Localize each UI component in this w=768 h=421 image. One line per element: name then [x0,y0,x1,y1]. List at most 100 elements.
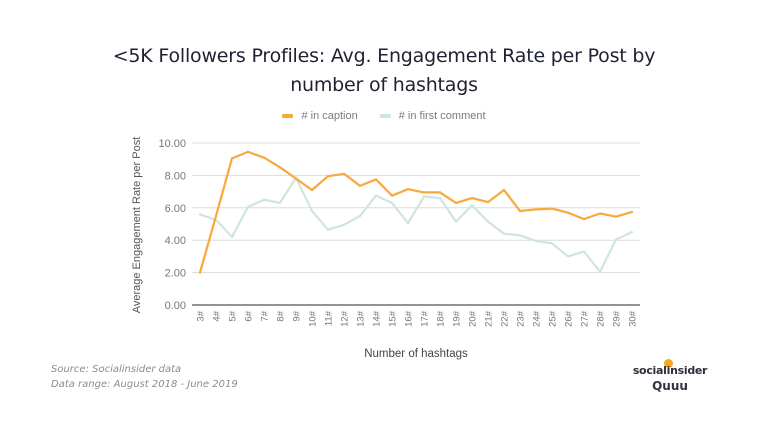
brand-logos: socialinsider Quuu [630,359,710,393]
chart-title: <5K Followers Profiles: Avg. Engagement … [0,42,768,100]
x-tick-label: 29# [612,310,623,327]
y-tick-label: 4.00 [165,235,186,247]
data-point-first-comment [374,194,378,197]
chart-title-line-1: <5K Followers Profiles: Avg. Engagement … [112,45,656,67]
x-tick-label: 17# [420,310,431,327]
y-tick-label: 0.00 [165,300,186,312]
legend-swatch-first-comment [379,114,391,118]
x-tick-label: 7# [260,310,271,321]
data-point-caption [374,178,378,181]
data-point-first-comment [358,214,362,217]
data-point-first-comment [246,205,250,209]
data-point-first-comment [390,201,394,205]
x-tick-label: 14# [372,310,383,327]
x-tick-label: 12# [340,310,351,327]
data-point-caption [406,188,410,191]
data-point-first-comment [566,255,570,258]
x-tick-label: 20# [468,310,479,327]
legend-item-first-comment[interactable]: # in first comment [379,110,486,122]
data-point-caption [342,172,346,175]
x-tick-label: 28# [596,310,607,327]
x-tick-label: 26# [564,310,575,327]
data-point-caption [358,184,362,188]
data-point-first-comment [278,201,282,205]
data-point-caption [214,214,218,217]
x-tick-label: 10# [308,310,319,327]
x-tick-label: 13# [356,310,367,327]
y-tick-label: 6.00 [165,203,186,215]
data-point-first-comment [470,204,474,207]
data-point-caption [454,201,458,205]
x-tick-label: 23# [516,310,527,327]
data-point-caption [262,156,266,159]
data-point-caption [294,177,298,180]
quuu-logo: Quuu [652,379,688,393]
x-tick-label: 16# [404,310,415,327]
x-tick-label: 27# [580,310,591,327]
legend-label-first-comment: # in first comment [398,110,486,122]
data-point-caption [422,191,426,194]
x-tick-label: 5# [228,310,239,321]
data-point-first-comment [486,220,490,223]
y-axis-ticks: 0.00 2.00 4.00 6.00 8.00 10.00 [158,138,186,312]
data-point-first-comment [406,222,410,225]
data-point-first-comment [342,223,346,226]
data-point-caption [550,207,554,210]
x-tick-label: 19# [452,310,463,327]
data-point-first-comment [582,250,586,253]
data-point-first-comment [518,234,522,237]
legend-label-caption: # in caption [301,110,358,122]
data-point-caption [614,215,618,218]
data-point-caption [470,196,474,200]
data-point-caption [534,208,538,211]
data-point-caption [566,211,570,214]
gridlines [192,142,640,306]
data-point-first-comment [630,231,634,234]
series-line-caption [198,150,633,273]
series-lines [198,150,634,274]
chart-title-line-2: number of hashtags [290,74,478,96]
data-point-first-comment [502,232,506,235]
data-point-caption [582,218,586,221]
series-line-first-comment [199,176,633,273]
legend-swatch-caption [282,114,294,118]
x-tick-label: 3# [196,310,207,321]
data-point-first-comment [550,242,554,245]
data-point-first-comment [310,209,314,213]
x-tick-label: 24# [532,310,543,327]
data-range-line: Data range: August 2018 - June 2019 [51,379,238,390]
y-tick-label: 8.00 [165,170,186,182]
x-tick-label: 6# [244,310,255,321]
data-point-caption [486,201,490,204]
chart-legend: # in caption # in first comment [0,110,768,122]
x-tick-label: 30# [628,310,639,327]
x-tick-label: 21# [484,310,495,327]
source-note: Source: Socialinsider data Data range: A… [51,362,238,392]
data-point-first-comment [454,220,458,223]
data-point-first-comment [230,235,234,239]
legend-item-caption[interactable]: # in caption [282,110,358,122]
x-tick-label: 15# [388,310,399,327]
data-point-caption [278,166,282,169]
y-tick-label: 2.00 [165,268,186,280]
x-tick-label: 4# [212,310,223,321]
x-tick-label: 9# [292,310,303,321]
data-point-first-comment [422,195,426,198]
data-point-caption [326,175,330,178]
data-point-caption [390,194,394,197]
data-point-caption [502,188,506,192]
data-point-first-comment [198,213,202,216]
socialinsider-dot-icon [664,359,673,368]
x-axis-ticks: 3# 4# 5# 6# 7# 8# 9# 10# 11# 12# 13# 14# 15# 16# 17# 18… [196,310,639,327]
x-tick-label: 25# [548,310,559,327]
data-point-first-comment [614,238,618,241]
data-point-first-comment [262,198,266,201]
x-tick-label: 18# [436,310,447,327]
socialinsider-logo-text: socialinsider [632,364,708,377]
data-point-first-comment [438,196,442,200]
x-tick-label: 22# [500,310,511,327]
data-point-first-comment [598,270,602,273]
data-point-caption [246,150,250,154]
y-tick-label: 10.00 [158,138,186,150]
